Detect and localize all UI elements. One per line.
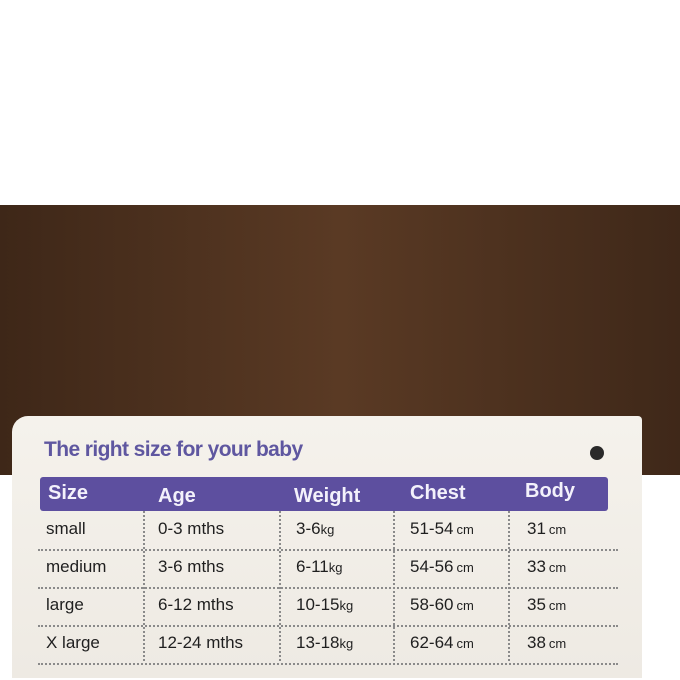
cell-size: large xyxy=(46,595,84,614)
table-row: large 6-12 mths 10-15kg 58-60 cm 35 cm xyxy=(38,587,618,627)
weight-value: 10-15 xyxy=(296,595,340,614)
header-size: Size xyxy=(48,482,89,504)
body-unit: cm xyxy=(548,598,567,613)
chest-value: 62-64 xyxy=(410,633,454,652)
size-chart-tag: The right size for your baby Size Age We… xyxy=(12,416,642,678)
weight-unit: kg xyxy=(328,560,343,575)
chest-value: 51-54 xyxy=(410,519,454,538)
table-header: Size Age Weight Chest Body xyxy=(40,477,608,511)
column-divider xyxy=(508,511,510,661)
body-value: 31 xyxy=(527,519,546,538)
weight-unit: kg xyxy=(339,598,354,613)
cell-body: 31 cm xyxy=(527,519,566,539)
photo-background: The right size for your baby Size Age We… xyxy=(0,205,680,678)
body-unit: cm xyxy=(548,560,567,575)
chest-unit: cm xyxy=(456,560,474,575)
header-weight: Weight xyxy=(294,485,361,507)
weight-unit: kg xyxy=(339,636,354,651)
body-value: 38 xyxy=(527,633,546,652)
column-divider xyxy=(279,511,281,661)
tag-hole-icon xyxy=(590,446,604,460)
cell-chest: 58-60 cm xyxy=(410,595,474,615)
cell-weight: 13-18kg xyxy=(296,633,353,653)
cell-size: X large xyxy=(46,633,100,652)
cell-chest: 62-64 cm xyxy=(410,633,474,653)
chest-unit: cm xyxy=(456,636,474,651)
cell-body: 38 cm xyxy=(527,633,566,653)
table-row: X large 12-24 mths 13-18kg 62-64 cm 38 cm xyxy=(38,625,618,665)
header-age: Age xyxy=(158,485,196,507)
body-unit: cm xyxy=(548,522,567,537)
cell-weight: 6-11kg xyxy=(296,557,343,577)
table-row: small 0-3 mths 3-6kg 51-54 cm 31 cm xyxy=(38,511,618,551)
body-value: 33 xyxy=(527,557,546,576)
column-divider xyxy=(143,511,145,661)
cell-size: small xyxy=(46,519,86,538)
cell-chest: 54-56 cm xyxy=(410,557,474,577)
cell-size: medium xyxy=(46,557,107,576)
tag-title: The right size for your baby xyxy=(44,438,303,461)
weight-unit: kg xyxy=(320,522,335,537)
cell-weight: 3-6kg xyxy=(296,519,334,539)
column-divider xyxy=(393,511,395,661)
chest-unit: cm xyxy=(456,522,474,537)
chest-value: 54-56 xyxy=(410,557,454,576)
cell-weight: 10-15kg xyxy=(296,595,353,615)
table-row: medium 3-6 mths 6-11kg 54-56 cm 33 cm xyxy=(38,549,618,589)
cell-body: 35 cm xyxy=(527,595,566,615)
body-unit: cm xyxy=(548,636,567,651)
weight-value: 6-11 xyxy=(296,557,329,576)
header-chest: Chest xyxy=(410,482,466,504)
weight-value: 3-6 xyxy=(296,519,321,538)
cell-chest: 51-54 cm xyxy=(410,519,474,539)
cell-body: 33 cm xyxy=(527,557,566,577)
body-value: 35 xyxy=(527,595,546,614)
cell-age: 0-3 mths xyxy=(158,519,225,538)
weight-value: 13-18 xyxy=(296,633,340,652)
chest-value: 58-60 xyxy=(410,595,454,614)
cell-age: 12-24 mths xyxy=(158,633,244,652)
cell-age: 3-6 mths xyxy=(158,557,225,576)
header-body: Body xyxy=(525,480,575,502)
cell-age: 6-12 mths xyxy=(158,595,234,614)
chest-unit: cm xyxy=(456,598,474,613)
